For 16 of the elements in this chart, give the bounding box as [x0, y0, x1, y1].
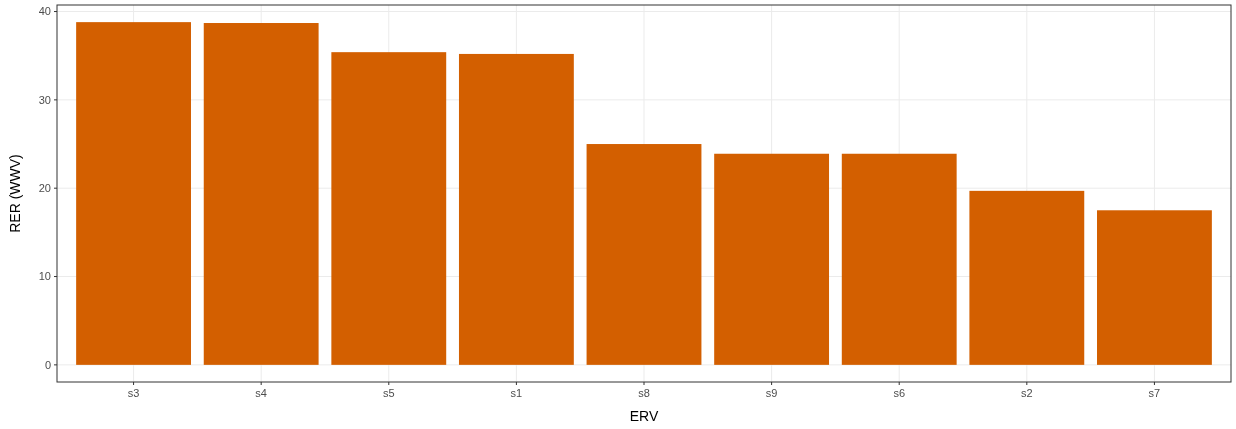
x-tick-label: s3 — [127, 387, 140, 399]
x-tick-label: s1 — [510, 387, 523, 399]
x-tick-label: s7 — [1148, 387, 1161, 399]
x-tick-label: s4 — [255, 387, 267, 399]
x-tick-label: s2 — [1021, 387, 1033, 399]
y-axis-title: RER (WWV) — [7, 154, 23, 233]
x-tick-label: s6 — [893, 387, 906, 399]
x-tick-label: s9 — [765, 387, 778, 399]
y-tick-label: 0 — [44, 358, 51, 371]
x-tick-label: s5 — [382, 387, 395, 399]
x-axis-title: ERV — [629, 408, 659, 424]
y-tick-label: 30 — [38, 93, 51, 106]
y-tick-label: 20 — [38, 182, 51, 195]
y-tick-label: 10 — [38, 270, 51, 283]
y-tick-label: 40 — [38, 5, 51, 18]
x-tick-label: s8 — [638, 387, 650, 399]
